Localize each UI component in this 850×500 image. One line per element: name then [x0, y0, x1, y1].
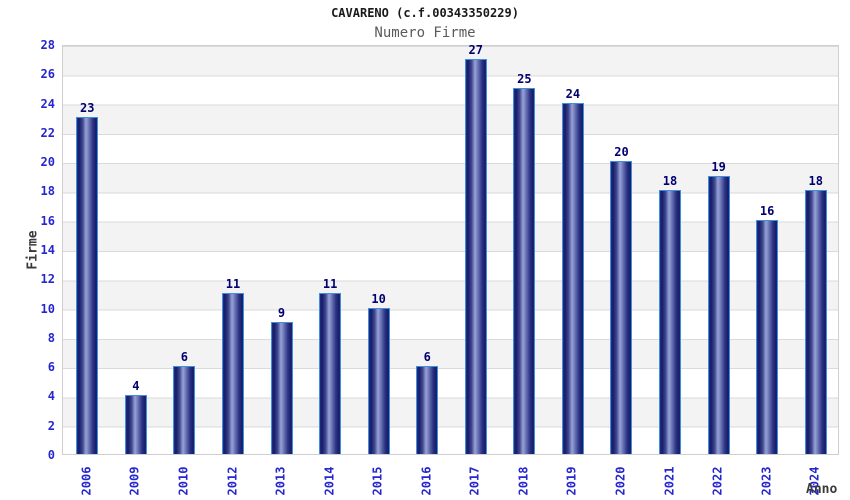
bar-2019	[561, 103, 584, 454]
y-tick-label: 10	[40, 301, 55, 316]
x-tick-label-2019: 2019	[550, 459, 594, 500]
bar-value-label: 24	[565, 87, 581, 101]
bar-2017	[464, 59, 487, 454]
x-tick-text: 2018	[516, 466, 531, 496]
bar-value-label: 18	[662, 174, 678, 188]
x-tick-label-2016: 2016	[404, 459, 448, 500]
bar-2023	[756, 220, 779, 454]
x-tick-text: 2022	[710, 466, 725, 496]
x-tick-text: 2012	[224, 466, 239, 496]
bar-value-label: 6	[180, 350, 189, 364]
y-tick-label: 16	[40, 213, 55, 228]
x-tick-text: 2006	[79, 466, 94, 496]
y-tick-label: 8	[47, 330, 55, 345]
bar-value-label: 11	[225, 277, 241, 291]
bar-2013	[270, 322, 293, 454]
x-tick-text: 2009	[127, 466, 142, 496]
x-tick-label-2012: 2012	[210, 459, 254, 500]
x-tick-text: 2013	[273, 466, 288, 496]
bar-2024	[804, 190, 827, 454]
x-tick-text: 2023	[759, 466, 774, 496]
bar-2015	[367, 308, 390, 454]
y-tick-label: 26	[40, 67, 55, 82]
x-tick-text: 2014	[322, 466, 337, 496]
bar-value-label: 23	[80, 101, 95, 115]
bar-value-label: 16	[759, 204, 775, 218]
x-tick-label-2009: 2009	[113, 459, 157, 500]
x-tick-text: 2019	[564, 466, 579, 496]
x-tick-label-2023: 2023	[744, 459, 788, 500]
y-tick-label: 20	[40, 155, 55, 170]
plot-area: 23 4 6 11 9 11 10 6 27 25 24 20 18 19 16 18	[62, 43, 839, 455]
x-tick-label-2006: 2006	[64, 459, 108, 500]
bar-value-label: 11	[322, 277, 338, 291]
bar-2021	[659, 190, 682, 454]
y-tick-label: 24	[40, 96, 55, 111]
x-tick-text: 2020	[613, 466, 628, 496]
bar-2022	[707, 176, 730, 454]
y-tick-label: 28	[40, 38, 55, 52]
x-tick-text: 2021	[662, 466, 677, 496]
bar-2010	[173, 366, 196, 454]
x-tick-label-2017: 2017	[453, 459, 497, 500]
x-axis-label: Anno	[806, 482, 838, 497]
x-tick-label-2021: 2021	[647, 459, 691, 500]
bar-value-label: 20	[614, 145, 629, 159]
bar-value-label: 10	[371, 292, 386, 306]
bar-value-label: 18	[808, 174, 823, 188]
x-tick-label-2015: 2015	[356, 459, 400, 500]
y-tick-label: 0	[47, 448, 55, 462]
bar-value-label: 25	[517, 72, 532, 86]
y-tick-label: 6	[47, 360, 55, 375]
bar-value-label: 4	[132, 379, 140, 393]
x-tick-label-2010: 2010	[161, 459, 205, 500]
x-tick-text: 2016	[419, 466, 434, 496]
y-tick-label: 2	[47, 418, 55, 433]
y-tick-label: 18	[40, 184, 55, 199]
x-tick-text: 2010	[176, 466, 191, 496]
x-tick-text: 2017	[467, 466, 482, 496]
chart-subtitle: Numero Firme	[374, 25, 476, 41]
x-tick-label-2018: 2018	[501, 459, 545, 500]
bar-value-label: 27	[468, 43, 483, 57]
bar-2016	[416, 366, 439, 454]
y-tick-label: 4	[47, 389, 55, 404]
bar-value-label: 9	[277, 306, 286, 320]
x-tick-text: 2015	[370, 466, 385, 496]
chart-title: CAVARENO (c.f.00343350229)	[331, 6, 519, 20]
x-tick-label-2014: 2014	[307, 459, 351, 500]
bar-2012	[221, 293, 244, 454]
bar-value-label: 19	[711, 160, 726, 174]
x-tick-label-2022: 2022	[696, 459, 740, 500]
y-tick-label: 12	[40, 272, 55, 287]
x-tick-label-2013: 2013	[259, 459, 303, 500]
bar-2009	[124, 395, 147, 454]
y-tick-label: 14	[40, 243, 55, 257]
y-tick-label: 22	[40, 125, 55, 140]
bar-2014	[319, 293, 342, 454]
x-tick-label-2020: 2020	[598, 459, 642, 500]
bar-value-label: 6	[423, 350, 431, 364]
bar-2006	[76, 117, 99, 454]
bar-2018	[513, 88, 536, 454]
bar-2020	[610, 161, 633, 454]
